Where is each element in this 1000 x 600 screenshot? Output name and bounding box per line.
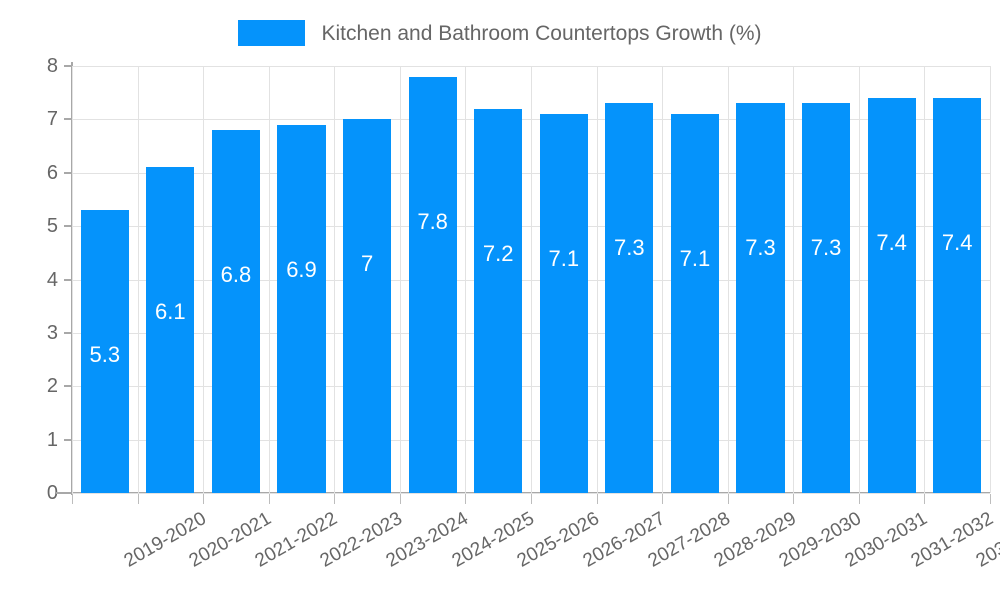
gridline-vertical (400, 66, 401, 493)
gridline-vertical (597, 66, 598, 493)
x-axis-tick-mark (138, 494, 139, 504)
gridline-vertical (924, 66, 925, 493)
legend-color-swatch (238, 20, 306, 46)
bar-value-label: 7 (360, 251, 374, 277)
bar-value-label: 7.3 (745, 235, 776, 261)
gridline-vertical (859, 66, 860, 493)
bar[interactable] (670, 114, 720, 493)
y-axis-tick-label: 7 (46, 108, 58, 131)
y-axis-tick-label: 5 (46, 215, 58, 238)
bar[interactable] (867, 98, 916, 493)
x-axis-tick-mark (269, 494, 270, 504)
bar[interactable] (211, 130, 261, 493)
gridline-vertical (465, 66, 466, 493)
gridline-vertical (793, 66, 794, 493)
y-axis-tick-label: 2 (46, 375, 58, 398)
bar-value-label: 7.2 (482, 240, 514, 266)
y-axis-tick-mark (64, 492, 72, 494)
bar-value-label: 7.3 (810, 235, 842, 261)
bar[interactable] (605, 103, 654, 493)
gridline-vertical (728, 66, 729, 493)
y-axis-tick-label: 0 (46, 482, 58, 504)
bar[interactable] (933, 98, 982, 493)
y-axis-tick-labels: 0 1 2 3 4 5 6 7 8 (0, 56, 58, 503)
gridline-vertical (138, 66, 139, 493)
bar-value-label: 6.1 (155, 299, 186, 325)
y-axis-tick-label: 1 (46, 428, 58, 451)
x-axis-tick-mark (465, 494, 466, 504)
y-axis-tick-mark (64, 171, 72, 174)
bar-value-label: 7.8 (417, 208, 448, 234)
gridline-vertical (990, 66, 991, 493)
x-axis-tick-mark (400, 494, 401, 504)
gridline-vertical (334, 66, 335, 493)
x-axis-tick-mark (334, 494, 335, 504)
bar-value-label: 6.9 (286, 256, 317, 282)
gridline-vertical (531, 66, 532, 493)
bar[interactable] (474, 108, 523, 493)
gridline-vertical (72, 66, 73, 493)
y-axis-tick-mark (64, 331, 72, 334)
x-axis-tick-mark (924, 494, 925, 504)
gridline-vertical (269, 66, 270, 493)
bar[interactable] (539, 114, 588, 493)
gridline-horizontal (72, 493, 990, 494)
bar-value-label: 5.3 (89, 342, 121, 368)
x-axis-tick-mark (531, 494, 532, 504)
y-axis-tick-label: 3 (46, 321, 58, 344)
legend-label: Kitchen and Bathroom Countertops Growth … (321, 21, 762, 45)
bar[interactable] (146, 167, 195, 493)
bar[interactable] (80, 210, 129, 493)
y-axis-tick-mark (64, 438, 72, 441)
bar[interactable] (736, 103, 785, 493)
bar-value-label: 7.1 (679, 246, 711, 272)
x-axis-tick-mark (597, 494, 598, 504)
bar[interactable] (342, 119, 392, 493)
bar[interactable] (408, 76, 457, 493)
bar-value-label: 7.1 (548, 246, 580, 272)
y-axis-tick-mark (64, 278, 72, 281)
plot-area: 5.3 6.1 6.8 6.9 7 7.8 7.2 7.1 7.3 7.1 7.3 7.3 7.4 7.4 (72, 66, 991, 494)
x-axis-tick-mark (990, 494, 991, 504)
y-axis-tick-label: 4 (46, 268, 58, 291)
x-axis-tick-mark (203, 494, 204, 504)
x-axis-tick-mark (72, 494, 73, 504)
x-axis-tick-mark (728, 494, 729, 504)
y-axis-tick-mark (64, 118, 72, 121)
y-axis-tick-mark (64, 385, 72, 388)
bar[interactable] (277, 124, 326, 493)
y-axis-tick-mark (64, 65, 72, 67)
bar-value-label: 7.4 (941, 230, 973, 256)
chart-legend: Kitchen and Bathroom Countertops Growth … (0, 14, 1000, 52)
y-axis-tick-mark (64, 225, 72, 228)
bar-value-label: 7.4 (876, 230, 907, 256)
gridline-vertical (662, 66, 663, 493)
gridline-vertical (203, 66, 204, 493)
bar-value-label: 7.3 (614, 235, 645, 261)
x-axis-tick-mark (793, 494, 794, 504)
x-axis-tick-mark (859, 494, 860, 504)
x-axis-tick-mark (662, 494, 663, 504)
y-axis-tick-label: 6 (46, 161, 58, 184)
bar[interactable] (801, 103, 851, 493)
y-axis-tick-label: 8 (46, 55, 58, 77)
bar-value-label: 6.8 (220, 262, 252, 288)
